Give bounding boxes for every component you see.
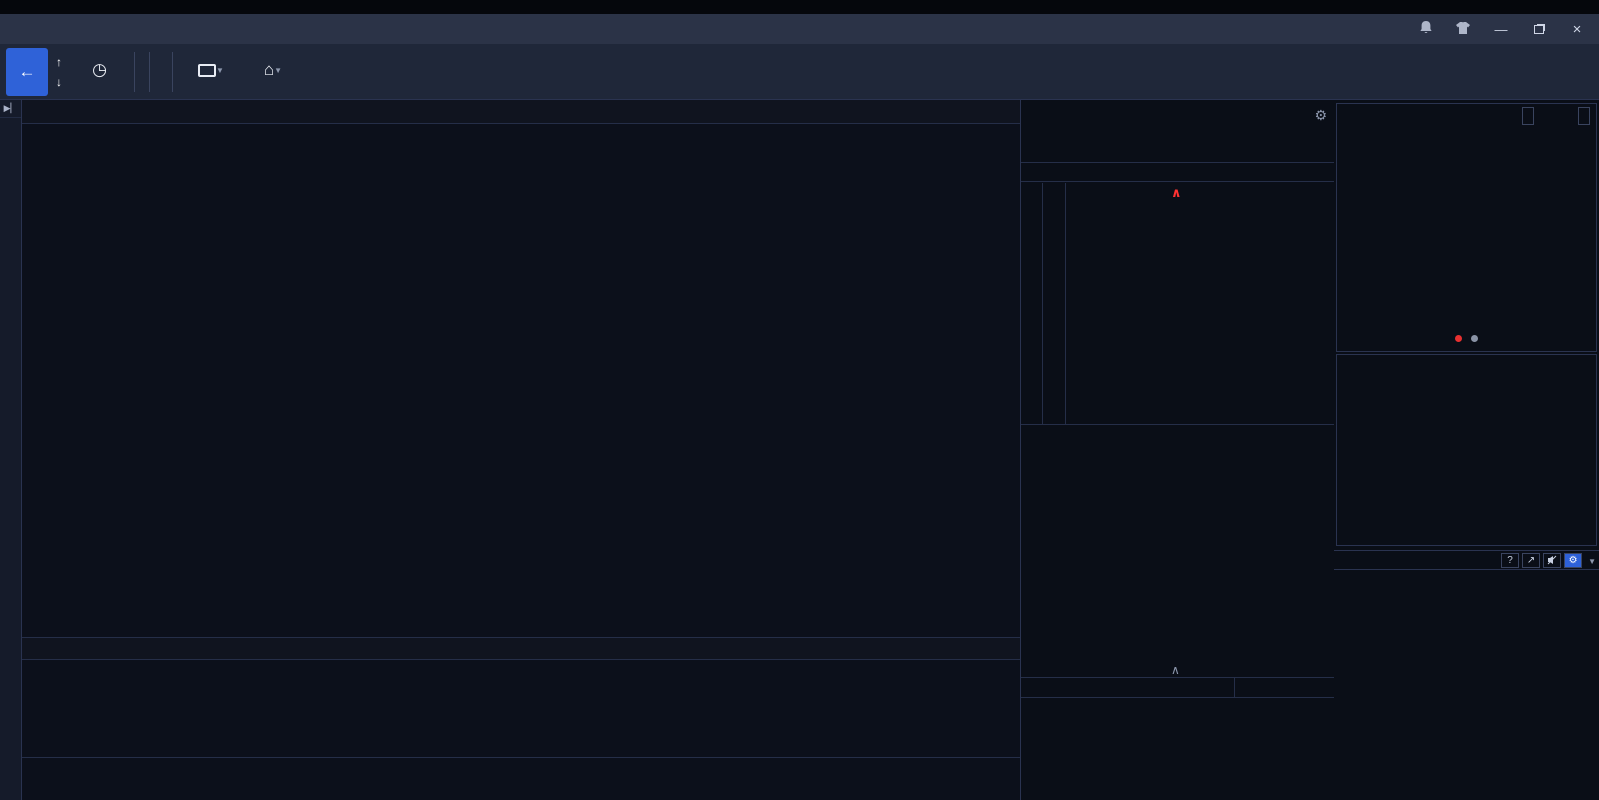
- menu-right-cluster: — ×: [1375, 20, 1599, 38]
- date-axis: [22, 745, 1020, 757]
- sector-rank-headers: [1337, 380, 1598, 396]
- fund-panel: ? ↗ ⚙ ▼: [1334, 100, 1599, 800]
- multi-window-button[interactable]: ▼: [180, 59, 242, 84]
- industry-compare-link[interactable]: [1234, 678, 1335, 697]
- back-arrow-icon: ←: [18, 61, 36, 81]
- home-icon: ⌂ ▼: [263, 60, 283, 79]
- help-button[interactable]: [1522, 107, 1534, 125]
- page-up-button[interactable]: ↑: [56, 54, 62, 69]
- back-button[interactable]: ←: [6, 47, 48, 96]
- speed-test-button[interactable]: ◷: [72, 59, 127, 84]
- default-layout-button[interactable]: ⌂ ▼: [242, 59, 304, 84]
- page-updown: ↑ ↓: [56, 55, 62, 89]
- sprite-event-list: [1334, 572, 1599, 800]
- buy-queue-area: [1021, 313, 1335, 425]
- gear-icon[interactable]: ⚙: [1314, 106, 1327, 123]
- volume-indicator-tabs: [22, 637, 1020, 660]
- tick-list: [1021, 700, 1335, 786]
- page-down-button[interactable]: ↓: [56, 74, 62, 89]
- macd-chart[interactable]: [22, 660, 1020, 745]
- weibi-row: [1021, 162, 1335, 182]
- indicator-tabs: [22, 757, 1020, 780]
- restore-button[interactable]: [1531, 22, 1547, 37]
- kline-chart[interactable]: [22, 128, 1020, 585]
- left-sidebar: ▶▏: [0, 100, 22, 800]
- fund-analysis-box: [1336, 103, 1597, 352]
- collapse-chevron-icon[interactable]: ∧: [1171, 185, 1182, 200]
- mute-icon[interactable]: [1543, 552, 1562, 568]
- rank-button[interactable]: [1578, 107, 1590, 125]
- sector-row: [1021, 677, 1335, 698]
- fund-donut-chart: [1471, 124, 1591, 244]
- menu-bar: — ×: [0, 14, 1599, 44]
- bell-icon[interactable]: [1419, 20, 1433, 38]
- sell-queue-area: ∧: [1021, 183, 1335, 313]
- minimize-button[interactable]: —: [1494, 21, 1508, 37]
- collapse-chevron-icon[interactable]: ∧: [1171, 663, 1180, 677]
- chart-zone: [22, 100, 1020, 800]
- sprite-help-button[interactable]: ?: [1501, 552, 1520, 568]
- volume-chart[interactable]: [22, 585, 1020, 637]
- main-toolbar: ← ↑ ↓ ◷ ▼ ⌂ ▼: [0, 44, 1599, 100]
- sell-gutter-label: [1042, 183, 1066, 313]
- skin-icon[interactable]: [1455, 21, 1471, 38]
- period-tab-bar: [22, 100, 1020, 124]
- sprite-popout-icon[interactable]: ↗: [1522, 552, 1541, 568]
- close-button[interactable]: ×: [1572, 20, 1582, 38]
- monitor-icon: ▼: [198, 59, 224, 81]
- buy-gutter-label: [1042, 313, 1066, 425]
- sector-rank-box: [1336, 354, 1597, 546]
- sprite-filter-select[interactable]: ▼: [1588, 557, 1596, 566]
- quote-detail-grid: [1021, 428, 1335, 662]
- gauge-icon: ◷: [92, 60, 107, 79]
- sprite-settings-icon[interactable]: ⚙: [1564, 552, 1583, 568]
- pagination-dots[interactable]: [1455, 335, 1478, 342]
- sprite-toolbar: ? ↗ ⚙ ▼: [1334, 550, 1599, 570]
- quote-panel: ⚙ ∧ ∧: [1020, 100, 1335, 800]
- sidebar-collapse-icon[interactable]: ▶▏: [0, 100, 21, 118]
